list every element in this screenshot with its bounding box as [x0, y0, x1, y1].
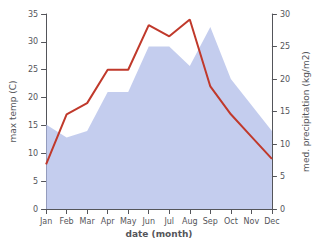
svg-text:Jul: Jul	[163, 217, 174, 226]
svg-text:20: 20	[280, 75, 290, 84]
svg-text:30: 30	[280, 10, 290, 19]
svg-text:May: May	[120, 217, 137, 226]
svg-text:med. precipitation (kg/m2): med. precipitation (kg/m2)	[301, 51, 311, 172]
svg-text:date (month): date (month)	[126, 229, 193, 239]
svg-text:Jun: Jun	[141, 217, 155, 226]
svg-text:10: 10	[28, 149, 38, 158]
svg-text:20: 20	[28, 93, 38, 102]
svg-text:Nov: Nov	[244, 217, 260, 226]
svg-text:25: 25	[280, 42, 290, 51]
svg-text:0: 0	[280, 205, 285, 214]
svg-text:5: 5	[33, 177, 38, 186]
svg-text:max temp (C): max temp (C)	[8, 80, 18, 142]
svg-text:5: 5	[280, 172, 285, 181]
svg-text:Dec: Dec	[264, 217, 279, 226]
svg-text:Oct: Oct	[224, 217, 238, 226]
svg-text:Sep: Sep	[203, 217, 218, 226]
svg-text:0: 0	[33, 205, 38, 214]
svg-text:Aug: Aug	[182, 217, 198, 226]
svg-text:Apr: Apr	[101, 217, 116, 226]
svg-text:30: 30	[28, 37, 38, 46]
svg-text:Jan: Jan	[39, 217, 52, 226]
svg-text:10: 10	[280, 140, 290, 149]
svg-text:15: 15	[28, 121, 38, 130]
svg-text:15: 15	[280, 107, 290, 116]
svg-text:Mar: Mar	[80, 217, 96, 226]
svg-text:25: 25	[28, 65, 38, 74]
svg-text:35: 35	[28, 10, 38, 19]
svg-text:Feb: Feb	[60, 217, 74, 226]
